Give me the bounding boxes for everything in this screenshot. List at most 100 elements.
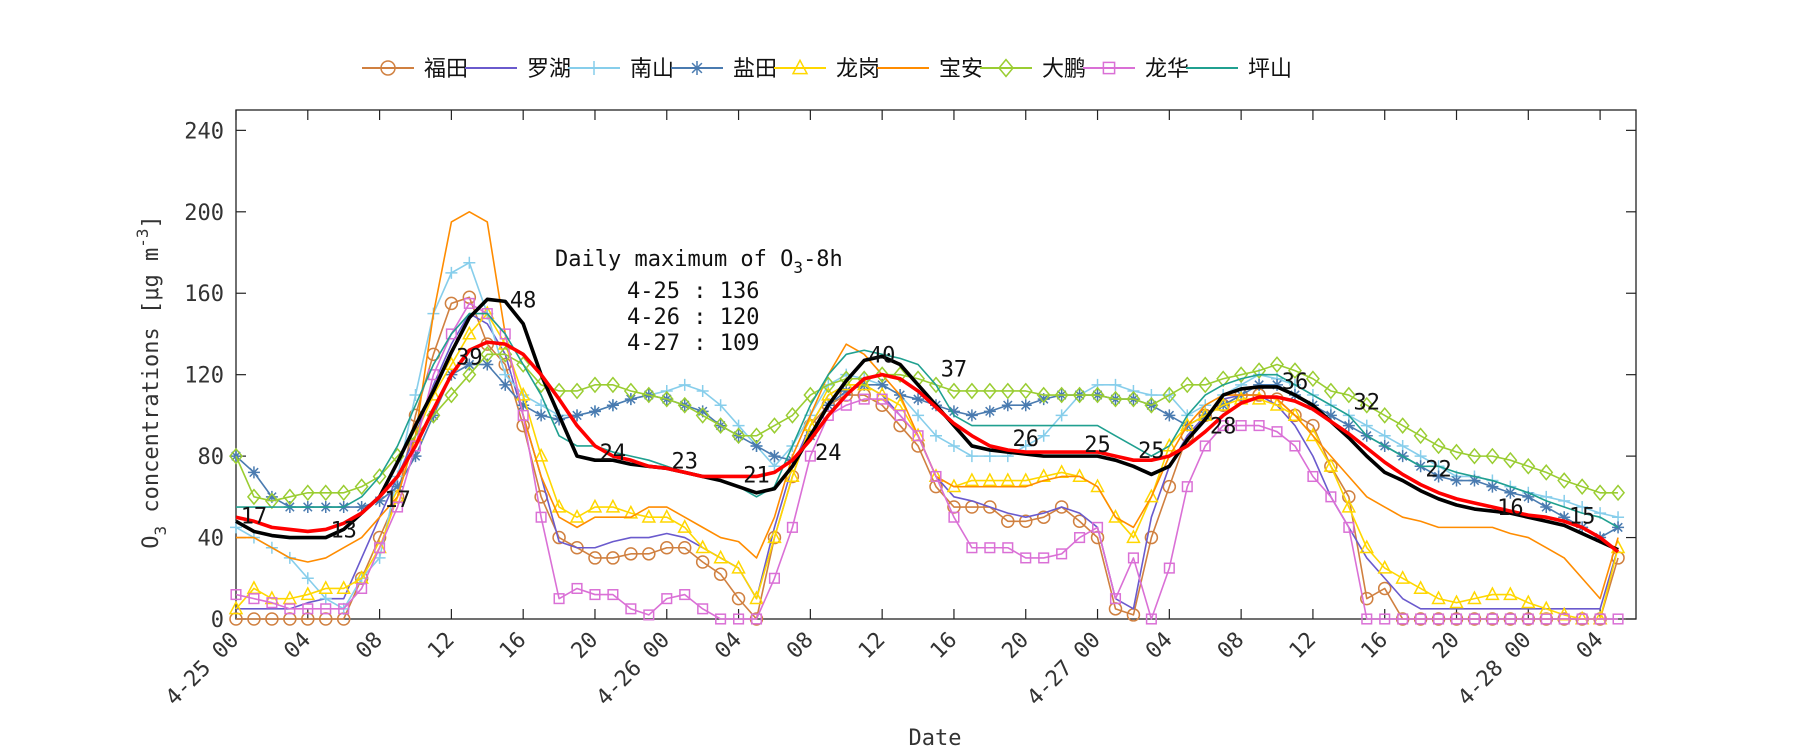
- data-point: [713, 417, 728, 434]
- x-axis-title: Date: [909, 726, 962, 750]
- legend-label: 盐田: [733, 57, 777, 82]
- x-tick-label: 04: [1572, 628, 1608, 664]
- data-point: [965, 450, 978, 463]
- data-point: [373, 494, 386, 507]
- data-point: [893, 366, 908, 384]
- data-point: [1126, 529, 1141, 544]
- series-mean-10: [235, 340, 1620, 554]
- data-point: [1037, 429, 1050, 442]
- data-point: [1414, 450, 1427, 463]
- data-point: [1072, 514, 1087, 529]
- data-point: [1144, 396, 1159, 414]
- point-label: 24: [600, 441, 627, 466]
- data-point: [1521, 457, 1536, 475]
- series-line: [235, 297, 1619, 552]
- data-point: [1252, 362, 1267, 379]
- data-point: [1109, 378, 1122, 391]
- data-point: [1485, 586, 1500, 601]
- data-point: [1162, 479, 1177, 494]
- data-point: [768, 450, 781, 463]
- point-label: 17: [384, 488, 411, 513]
- data-point: [1360, 591, 1374, 606]
- data-point: [1038, 552, 1050, 564]
- data-point: [1557, 472, 1572, 489]
- data-point: [515, 386, 531, 401]
- data-point: [731, 559, 746, 574]
- data-point: [964, 382, 979, 400]
- annotation-line: 4-27 : 109: [627, 331, 759, 356]
- data-point: [750, 613, 763, 625]
- data-point: [1540, 501, 1553, 514]
- point-label: 28: [1210, 415, 1237, 440]
- data-point: [445, 266, 458, 279]
- data-point: [284, 603, 296, 615]
- data-point: [1558, 494, 1571, 507]
- data-point: [912, 409, 925, 422]
- data-point: [1287, 362, 1302, 379]
- data-point: [1126, 390, 1141, 408]
- data-point: [876, 378, 889, 391]
- data-point: [1271, 378, 1284, 391]
- data-point: [1450, 613, 1463, 625]
- point-label: 17: [241, 504, 268, 529]
- x-tick-label: 16: [1357, 628, 1393, 664]
- data-point: [1002, 542, 1014, 554]
- data-point: [1415, 613, 1427, 625]
- data-point: [1449, 443, 1464, 461]
- x-tick-label: 08: [1213, 628, 1249, 664]
- data-point: [607, 589, 619, 601]
- data-point: [929, 376, 943, 394]
- data-point: [1036, 386, 1051, 404]
- legend-entry: 龙华: [1083, 57, 1189, 82]
- data-point: [1253, 420, 1265, 432]
- data-point: [750, 439, 763, 452]
- series-line: [236, 296, 1619, 620]
- data-point: [1486, 480, 1499, 493]
- data-point: [606, 551, 620, 565]
- data-point: [731, 427, 746, 445]
- data-point: [426, 407, 441, 424]
- data-point: [1378, 429, 1391, 442]
- data-point: [1000, 382, 1015, 400]
- data-point: [380, 60, 396, 76]
- point-label: 40: [869, 343, 896, 368]
- legend-entry: 龙岗: [774, 57, 880, 82]
- data-point: [319, 592, 332, 605]
- data-point: [965, 409, 978, 422]
- data-point: [791, 58, 809, 75]
- y-tick-label: 240: [184, 119, 224, 144]
- y-tick-label: 160: [184, 282, 224, 307]
- legend-label: 福田: [424, 57, 468, 82]
- point-label: 13: [330, 519, 357, 544]
- y-tick-label: 0: [211, 608, 224, 633]
- data-point: [320, 603, 332, 615]
- data-point: [1056, 548, 1068, 560]
- data-point: [248, 593, 260, 605]
- data-point: [266, 597, 278, 609]
- data-point: [1413, 580, 1428, 595]
- data-point: [516, 356, 531, 373]
- annotation-line: 4-26 : 120: [627, 305, 759, 330]
- data-point: [624, 547, 638, 561]
- data-point: [983, 405, 996, 418]
- data-point: [1001, 399, 1014, 412]
- data-point: [1522, 490, 1535, 503]
- data-point: [840, 384, 853, 397]
- data-point: [1181, 481, 1193, 493]
- y-tick-label: 80: [198, 445, 225, 470]
- data-point: [1001, 514, 1015, 529]
- data-point: [246, 488, 261, 506]
- data-point: [876, 393, 888, 405]
- data-point: [535, 409, 548, 422]
- legend-label: 龙华: [1145, 57, 1189, 82]
- data-point: [733, 613, 745, 625]
- series-line: [235, 261, 1619, 610]
- data-point: [1305, 427, 1321, 442]
- data-point: [749, 427, 764, 445]
- data-point: [1558, 613, 1570, 625]
- data-point: [336, 484, 351, 502]
- data-point: [1359, 396, 1374, 414]
- data-point: [697, 603, 709, 615]
- data-point: [481, 358, 494, 371]
- data-point: [679, 589, 691, 601]
